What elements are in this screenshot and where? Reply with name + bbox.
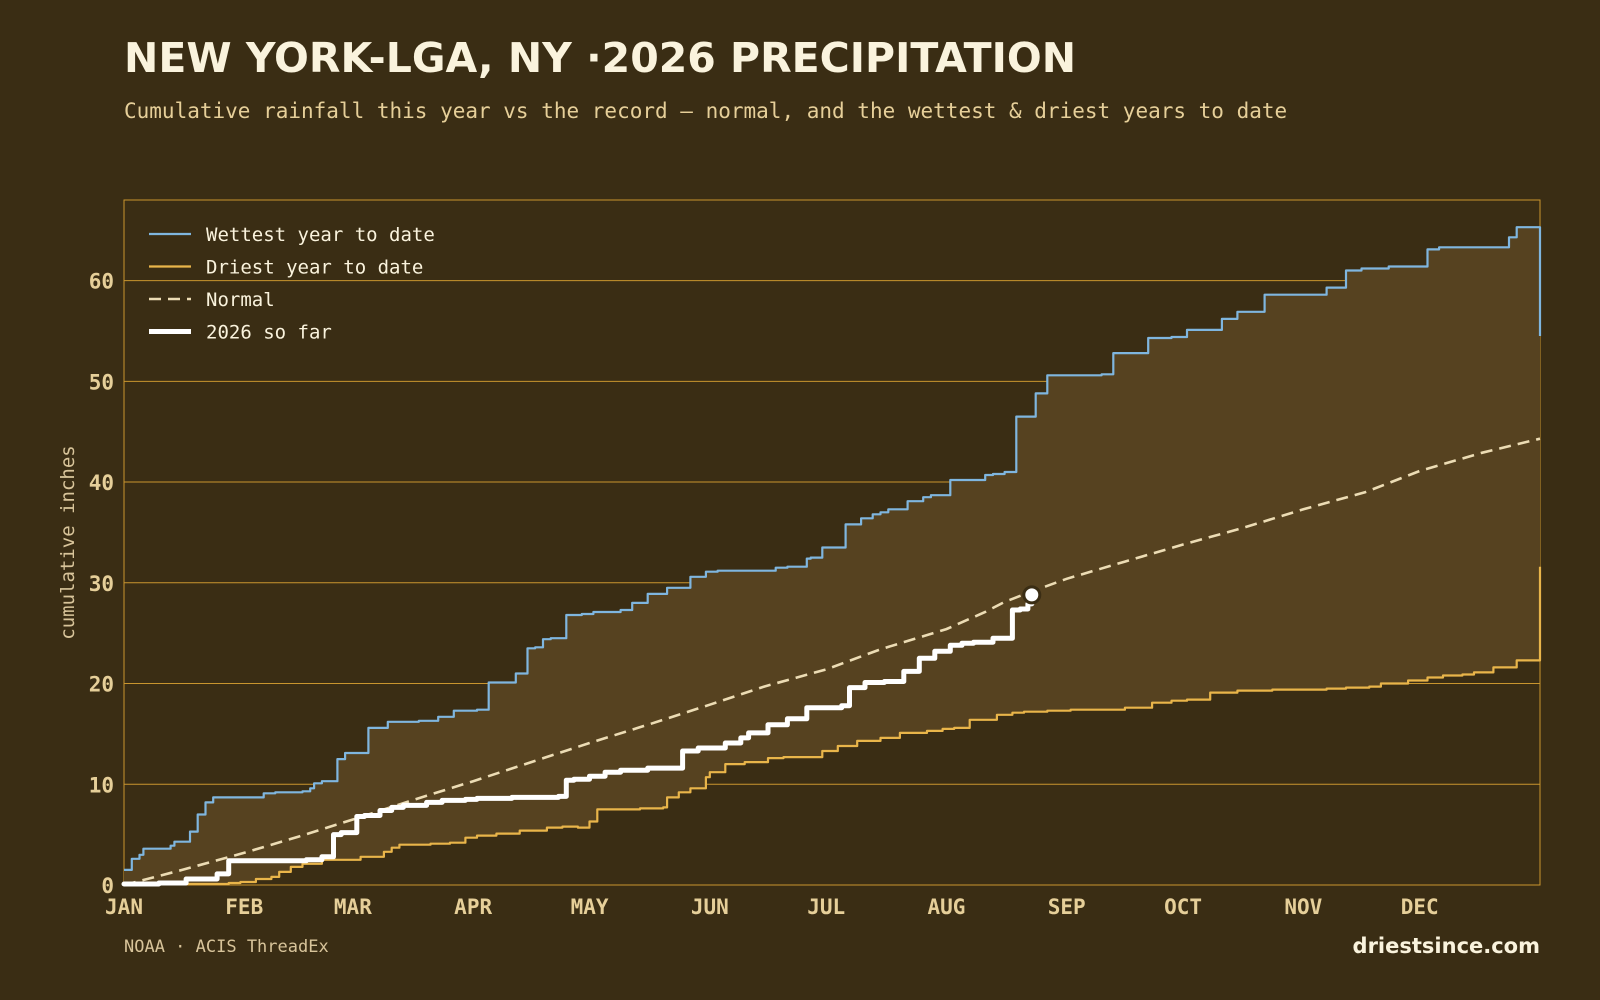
x-tick-label-sep: SEP: [1048, 895, 1086, 919]
axes: 0 10 20 30 40 50 60 JAN FEB MAR APR MAY JUN JUL AUG SEP…: [57, 270, 1439, 919]
y-tick-label: 10: [89, 773, 114, 797]
range-band: [124, 227, 1540, 885]
wettest-line: [124, 226, 1542, 872]
x-tick-label-oct: OCT: [1164, 895, 1202, 919]
legend-driest-label: Driest year to date: [206, 257, 423, 279]
x-tick-label-mar: MAR: [334, 895, 372, 919]
legend-current-label: 2026 so far: [206, 322, 332, 344]
y-tick-label: 0: [101, 874, 114, 898]
current-year-line: [121, 592, 1035, 887]
y-tick-label: 40: [89, 471, 114, 495]
legend-normal-label: Normal: [206, 289, 275, 311]
normal-line: [123, 437, 1541, 887]
x-tick-label-jan: JAN: [105, 895, 143, 919]
x-tick-label-feb: FEB: [225, 895, 263, 919]
legend: Wettest year to date Driest year to date N…: [149, 224, 435, 344]
x-tick-label-nov: NOV: [1284, 895, 1322, 919]
brand-link[interactable]: driestsince.com: [1352, 934, 1540, 958]
x-tick-label-jul: JUL: [807, 895, 845, 919]
x-tick-label-apr: APR: [454, 895, 492, 919]
x-tick-label-may: MAY: [571, 895, 609, 919]
y-tick-label: 20: [89, 673, 114, 697]
record-range-band: [124, 227, 1540, 885]
series-lines: [121, 226, 1542, 887]
x-tick-label-aug: AUG: [927, 895, 965, 919]
data-source: NOAA · ACIS ThreadEx: [124, 937, 329, 957]
x-tick-label-jun: JUN: [691, 895, 729, 919]
x-tick-label-dec: DEC: [1401, 895, 1439, 919]
y-tick-label: 60: [89, 270, 114, 294]
chart-subtitle: Cumulative rainfall this year vs the rec…: [124, 99, 1288, 123]
y-tick-label: 50: [89, 370, 114, 394]
legend-wettest-label: Wettest year to date: [206, 224, 435, 246]
chart-title: NEW YORK-LGA, NY ·2026 PRECIPITATION: [124, 34, 1077, 82]
y-axis-label: cumulative inches: [57, 445, 79, 639]
current-point-marker: [1022, 585, 1042, 605]
driest-line: [124, 566, 1542, 887]
y-tick-label: 30: [89, 572, 114, 596]
